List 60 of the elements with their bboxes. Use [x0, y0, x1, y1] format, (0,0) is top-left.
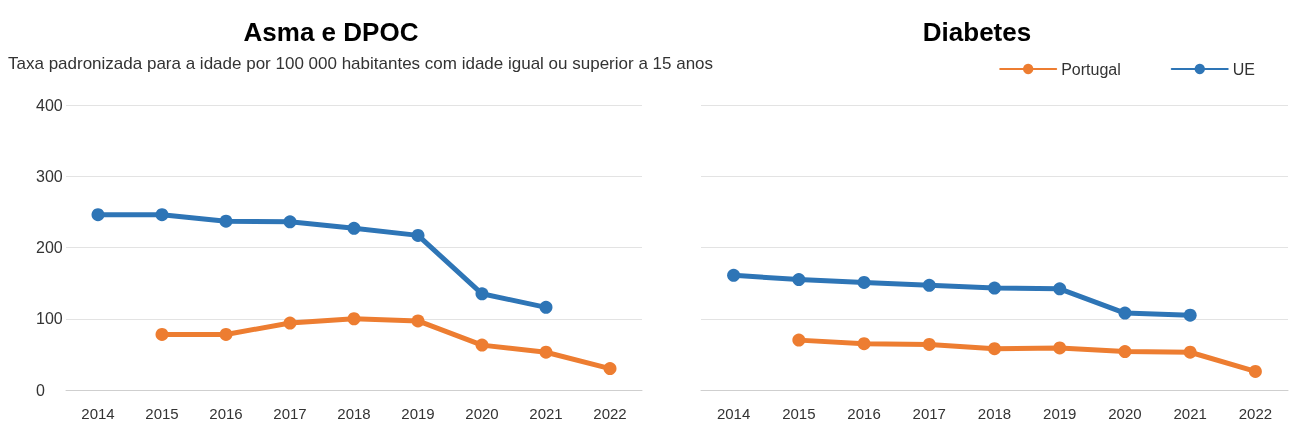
x-tick-label: 2017 — [912, 405, 946, 422]
x-tick-label: 2016 — [209, 405, 243, 422]
point — [283, 215, 297, 229]
point — [603, 362, 617, 376]
point — [1118, 345, 1132, 359]
y-tick-label: 300 — [36, 167, 63, 185]
x-tick-label: 2020 — [1108, 405, 1142, 422]
x-tick-label: 2016 — [847, 405, 881, 422]
point — [988, 342, 1001, 356]
point — [219, 214, 233, 228]
point — [792, 333, 806, 347]
x-tick-label: 2022 — [593, 405, 627, 422]
point — [155, 327, 169, 341]
y-tick-label: 200 — [36, 239, 63, 256]
legend-label: Portugal — [1061, 60, 1121, 78]
x-tick-label: 2014 — [716, 405, 751, 422]
x-tick-label: 2018 — [977, 405, 1012, 422]
point — [411, 314, 425, 328]
point — [1053, 341, 1067, 355]
x-tick-label: 2015 — [782, 405, 816, 422]
point — [539, 345, 553, 359]
point — [922, 337, 936, 351]
point — [1183, 308, 1197, 322]
point — [988, 281, 1001, 295]
point — [1053, 282, 1067, 296]
point — [727, 268, 741, 282]
point — [1183, 345, 1197, 359]
chart-title: Asma e DPOC — [243, 17, 419, 47]
point — [857, 337, 871, 351]
point — [219, 327, 233, 341]
y-tick-label: 0 — [36, 381, 45, 399]
point — [475, 287, 489, 301]
x-tick-label: 2017 — [273, 405, 307, 422]
x-tick-label: 2022 — [1238, 405, 1273, 422]
point — [922, 278, 936, 292]
y-tick-label: 100 — [36, 310, 63, 328]
point — [347, 312, 361, 326]
point — [792, 273, 806, 287]
point — [91, 208, 105, 222]
point — [857, 275, 871, 289]
point — [1248, 364, 1262, 378]
point — [411, 228, 425, 242]
x-tick-label: 2014 — [81, 405, 115, 422]
x-tick-label: 2021 — [529, 405, 563, 422]
x-tick-label: 2021 — [1173, 405, 1207, 422]
point — [1118, 306, 1132, 320]
point — [283, 316, 297, 330]
point — [475, 338, 489, 352]
x-tick-label: 2020 — [465, 405, 499, 422]
chart-title: Diabetes — [922, 17, 1032, 47]
chart-subtitle: Taxa padronizada para a idade por 100 000 habitantes com idade igual ou superior a 15 anos — [8, 54, 714, 74]
x-tick-label: 2019 — [401, 405, 435, 422]
point — [347, 221, 361, 235]
point — [155, 208, 169, 222]
point — [539, 300, 553, 314]
x-tick-label: 2018 — [337, 405, 371, 422]
y-tick-label: 400 — [36, 96, 63, 114]
legend-label: UE — [1232, 60, 1256, 78]
x-tick-label: 2019 — [1043, 405, 1077, 422]
x-tick-label: 2015 — [145, 405, 179, 422]
